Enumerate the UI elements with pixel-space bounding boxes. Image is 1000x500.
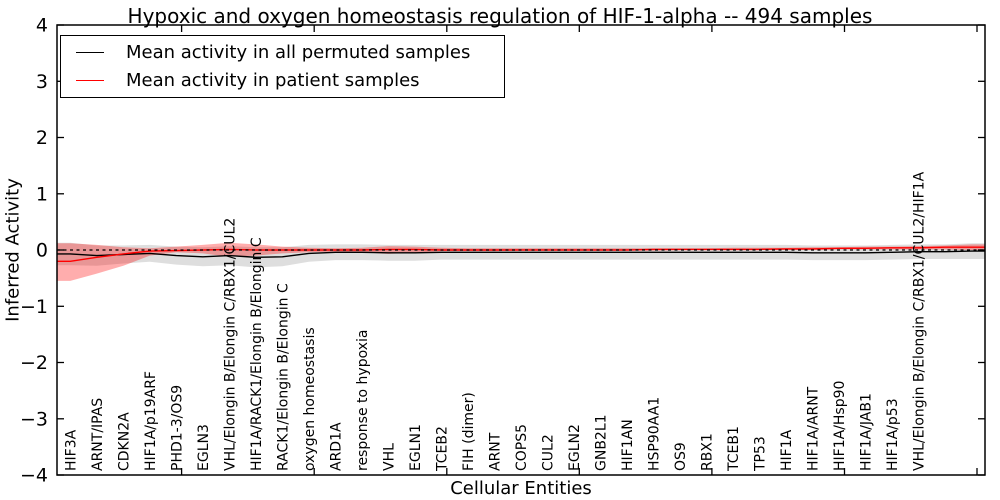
x-category-label: CDKN2A	[116, 412, 132, 471]
x-category-label: HIF1A/JAB1	[859, 393, 875, 471]
y-tick-label: 2	[36, 127, 48, 149]
x-category-label: HIF1A/ARNT	[806, 386, 822, 471]
x-category-label: VHL/Elongin B/Elongin C/RBX1/CUL2/HIF1A	[912, 171, 928, 471]
x-category-label: FIH (dimer)	[461, 392, 477, 471]
legend-item-patient: Mean activity in patient samples	[76, 69, 504, 93]
x-category-label: VHL	[381, 443, 397, 471]
x-axis-label: Cellular Entities	[450, 478, 592, 499]
legend-label-patient: Mean activity in patient samples	[126, 70, 420, 92]
x-category-label: COPS5	[514, 424, 530, 471]
x-category-label: VHL/Elongin B/Elongin C/RBX1/CUL2	[222, 218, 238, 471]
legend-label-permuted: Mean activity in all permuted samples	[126, 41, 471, 63]
permuted-mean-line	[57, 250, 985, 259]
y-tick-label: 0	[36, 240, 48, 262]
x-category-label: EGLN3	[196, 424, 212, 471]
x-category-label: TCEB1	[726, 426, 742, 472]
x-category-label: HIF1A	[779, 429, 795, 471]
x-category-label: HIF3A	[63, 429, 79, 471]
x-category-label: response to hypoxia	[355, 330, 371, 471]
x-category-label: GNB2L1	[594, 414, 610, 471]
x-category-label: ARNT/IPAS	[90, 398, 106, 471]
x-category-label: oxygen homeostasis	[302, 327, 318, 471]
chart-title: Hypoxic and oxygen homeostasis regulatio…	[127, 4, 873, 28]
x-category-label: EGLN1	[408, 424, 424, 471]
y-tick-label: 3	[36, 71, 48, 93]
x-category-label: OS9	[673, 442, 689, 471]
x-category-label: HIF1A/RACK1/Elongin B/Elongin C	[249, 237, 265, 471]
x-category-label: CUL2	[541, 434, 557, 471]
x-category-label: HIF1AN	[620, 419, 636, 471]
x-category-label: ARNT	[488, 432, 504, 471]
x-category-label: ARD1A	[328, 422, 344, 471]
y-tick-label: 4	[36, 15, 48, 37]
x-category-label: HIF1A/p19ARF	[143, 371, 159, 471]
x-category-label: RACK1/Elongin B/Elongin C	[275, 283, 291, 471]
legend: Mean activity in all permuted samples Me…	[60, 35, 505, 98]
x-category-label: HIF1A/Hsp90	[832, 381, 848, 471]
y-tick-label: −1	[20, 296, 48, 318]
x-category-label: HSP90AA1	[647, 397, 663, 471]
y-tick-label: −3	[20, 408, 48, 430]
legend-item-permuted: Mean activity in all permuted samples	[76, 40, 504, 64]
y-tick-label: 1	[36, 183, 48, 205]
y-axis-label: Inferred Activity	[2, 178, 24, 322]
x-category-label: RBX1	[700, 433, 716, 471]
x-category-label: EGLN2	[567, 424, 583, 471]
y-tick-label: −2	[20, 352, 48, 374]
legend-line-sample-permuted	[76, 51, 104, 53]
x-category-label: PHD1-3/OS9	[169, 385, 185, 471]
x-category-label: TCEB2	[435, 426, 451, 472]
patient-band	[57, 242, 985, 281]
legend-line-sample-patient	[76, 80, 104, 82]
y-tick-label: −4	[20, 465, 48, 487]
x-category-label: HIF1A/p53	[885, 398, 901, 471]
x-category-label: TP53	[753, 436, 769, 472]
